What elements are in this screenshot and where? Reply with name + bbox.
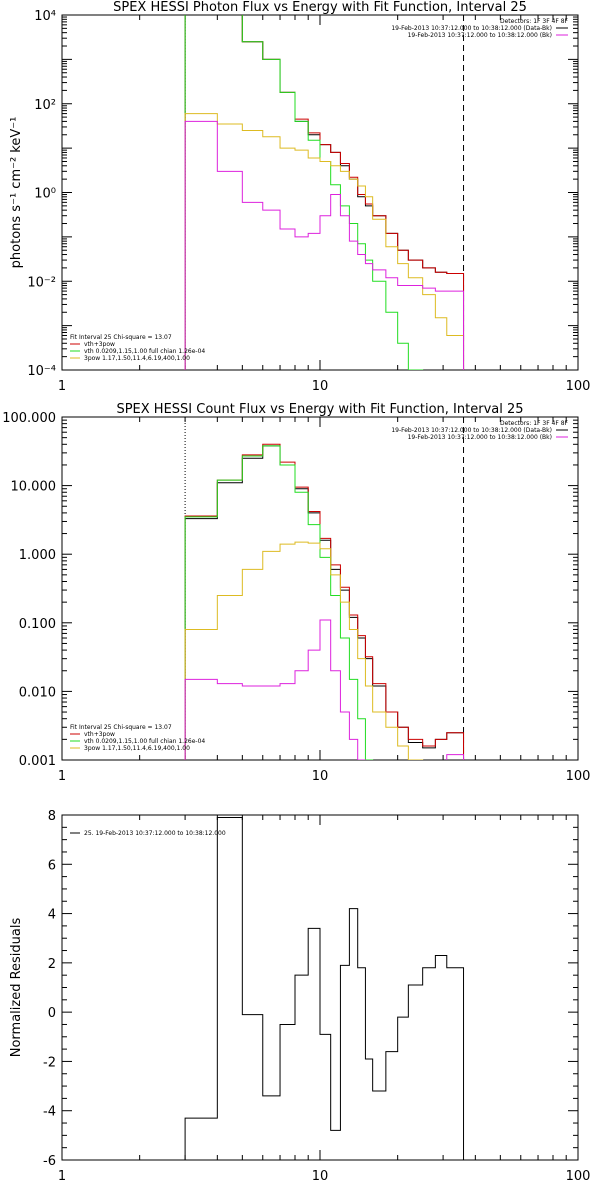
legend-entry-label: vth 0.0209,1.15,1.00 full chian 1.26e-04 — [84, 348, 205, 355]
x-tick-label: 1 — [58, 1169, 66, 1184]
legend-entry-label: Fit Interval 25 Chi-square = 13.07 — [70, 724, 172, 731]
series-bk-line — [184, 619, 465, 760]
plot-area — [184, 15, 465, 370]
series-vth-line — [184, 445, 465, 760]
y-tick-label: 100.000 — [2, 411, 56, 426]
x-tick-label: 100 — [566, 379, 591, 394]
series-vth-3pow-line — [184, 15, 465, 370]
y-tick-label: 10.000 — [11, 480, 57, 495]
y-tick-label: 0.100 — [19, 617, 56, 632]
legend-entry-label: Detectors: 1F 3F 4F 8F — [500, 18, 569, 25]
chart-panel-1: 1 10 100 10⁻⁴ 10⁻² 10⁰ 10² 10⁴ SPEX HESSI Photon… — [9, 0, 590, 394]
y-tick-label: 0.010 — [19, 685, 56, 700]
y-tick-label: 10⁴ — [34, 9, 56, 24]
y-tick-label: 2 — [48, 957, 56, 972]
y-tick-label: 10⁰ — [34, 187, 56, 202]
y-tick-label: -6 — [43, 1154, 56, 1169]
legend-entry-label: vth+3pow — [84, 731, 115, 738]
legend-entry-label: Detectors: 1F 3F 4F 8F — [500, 420, 569, 427]
series-3pow-line — [184, 541, 465, 760]
series-3pow-line — [184, 113, 465, 370]
y-tick-label: 0.001 — [19, 754, 56, 769]
y-tick-label: 1.000 — [19, 548, 56, 563]
y-tick-label: -2 — [43, 1055, 56, 1070]
series-data-bk-line — [184, 15, 465, 370]
legend-entry-label: 3pow 1.17,1.50,11.4,6.19,400,1.00 — [84, 355, 190, 362]
x-tick-label: 1 — [58, 769, 66, 784]
legend-entry-label: 19-Feb-2013 10:37:12.000 to 10:38:12.000… — [391, 25, 552, 32]
x-tick-label: 10 — [312, 379, 329, 394]
series-data-bk-line — [184, 445, 465, 760]
y-tick-label: 8 — [48, 809, 56, 824]
y-axis-label: photons s⁻¹ cm⁻² keV⁻¹ — [9, 117, 24, 269]
legend-entry-label: 19-Feb-2013 10:37:12.000 to 10:38:12.000… — [391, 427, 552, 434]
plot-frame — [61, 14, 579, 371]
chart-title: SPEX HESSI Count Flux vs Energy with Fit… — [116, 402, 523, 417]
y-tick-label: 4 — [48, 908, 56, 923]
legend-entry-label: vth 0.0209,1.15,1.00 full chian 1.26e-04 — [84, 738, 205, 745]
x-tick-label: 10 — [312, 769, 329, 784]
y-tick-label: 10² — [34, 98, 56, 113]
plot-frame — [61, 416, 579, 761]
y-tick-label: 6 — [48, 858, 56, 873]
series-bk-line — [184, 120, 465, 370]
plot-area — [184, 443, 465, 760]
chart-panel-3: 1 10 100 -6 -4 -2 0 2 4 6 8 Normalized Residuals 25.… — [9, 809, 590, 1184]
legend-entry-label: 19-Feb-2013 10:37:12.000 to 10:38:12.000… — [408, 434, 552, 441]
legend-entry-label: vth+3pow — [84, 341, 115, 348]
x-tick-label: 1 — [58, 379, 66, 394]
y-tick-label: -4 — [43, 1105, 56, 1120]
legend-entry-label: 25. 19-Feb-2013 10:37:12.000 to 10:38:12… — [84, 830, 226, 837]
x-tick-label: 10 — [312, 1169, 329, 1184]
legend-entry-label: Fit Interval 25 Chi-square = 13.07 — [70, 334, 172, 341]
plot-area — [184, 816, 465, 1160]
x-tick-label: 100 — [566, 769, 591, 784]
series-vth-line — [184, 15, 465, 370]
chart-title: SPEX HESSI Photon Flux vs Energy with Fi… — [113, 0, 527, 15]
series-vth-3pow-line — [184, 443, 465, 760]
chart-panel-2: 1 10 100 0.001 0.010 0.100 1.000 10.000 100.000 S… — [2, 402, 590, 784]
y-axis-label: Normalized Residuals — [9, 918, 24, 1058]
x-tick-label: 100 — [566, 1169, 591, 1184]
series-residuals-line — [184, 816, 465, 1160]
y-tick-label: 10⁻⁴ — [27, 364, 56, 379]
legend-entry-label: 19-Feb-2013 10:37:12.000 to 10:38:12.000… — [408, 32, 552, 39]
legend-entry-label: 3pow 1.17,1.50,11.4,6.19,400,1.00 — [84, 745, 190, 752]
y-tick-label: 10⁻² — [27, 275, 56, 290]
y-tick-label: 0 — [48, 1006, 56, 1021]
